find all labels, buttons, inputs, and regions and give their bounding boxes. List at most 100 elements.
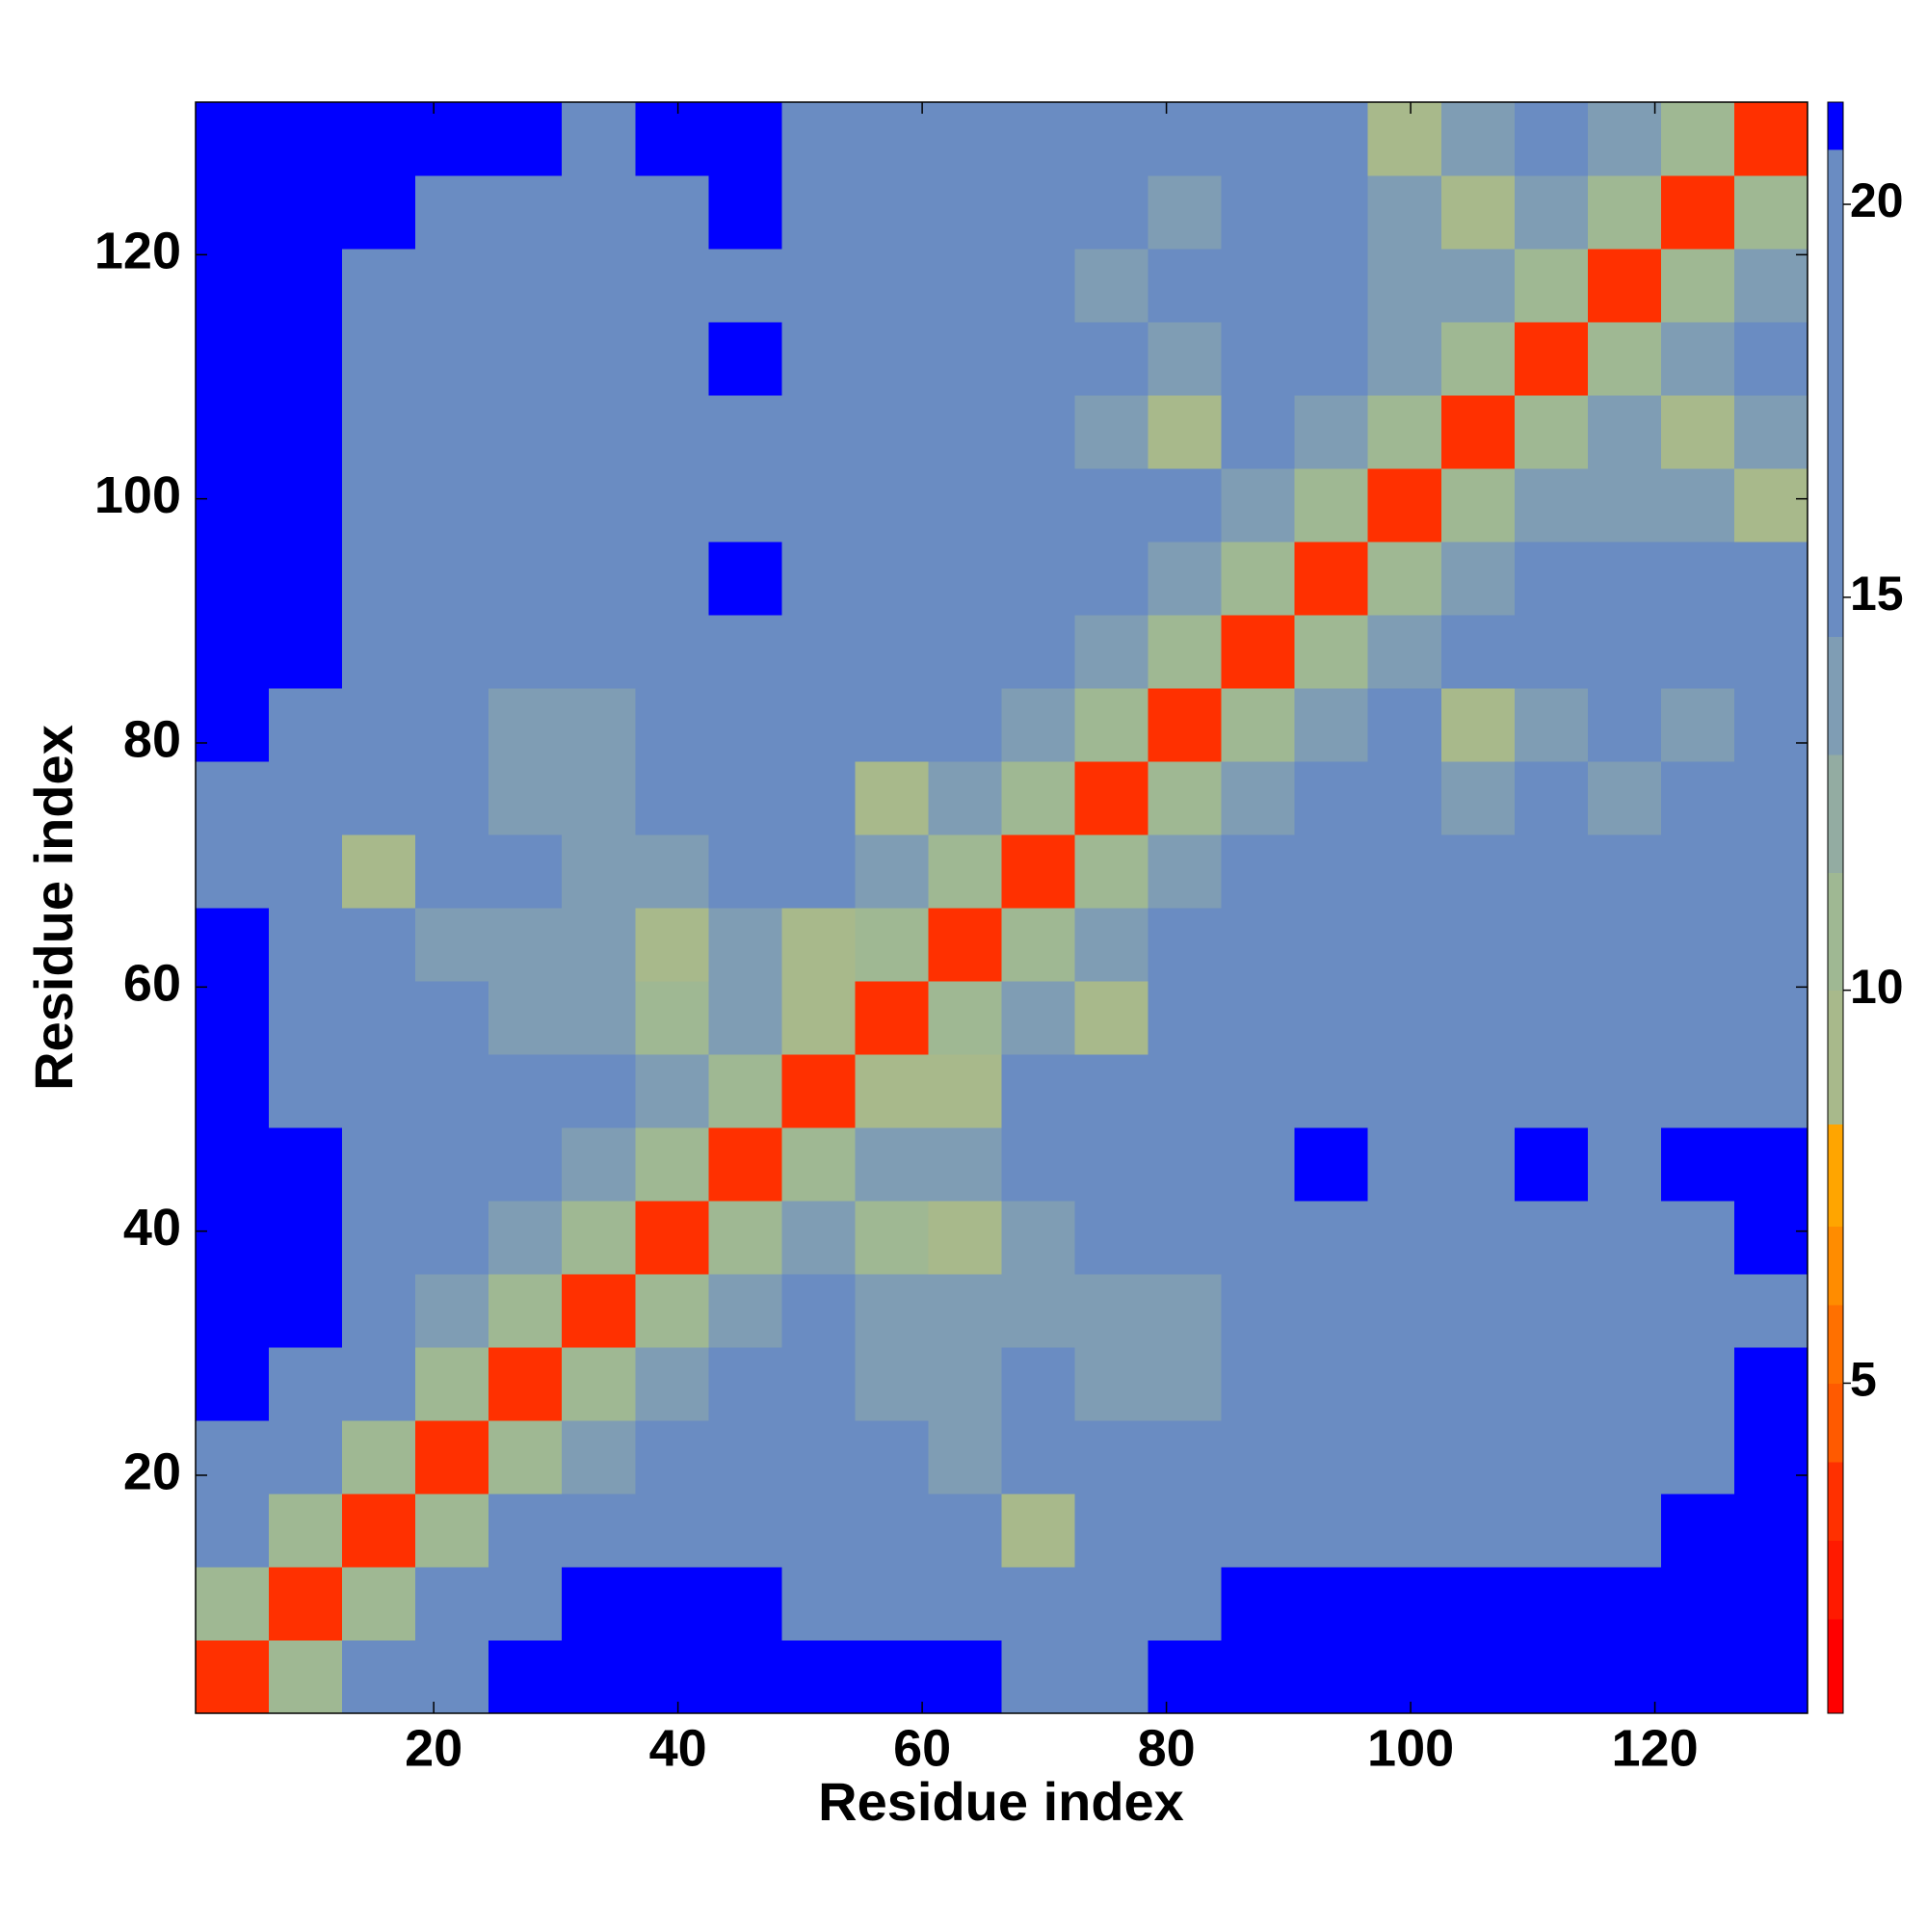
- heatmap-cell: [269, 175, 343, 250]
- heatmap-cell: [562, 322, 636, 396]
- heatmap-cell: [855, 1201, 929, 1275]
- heatmap-cell: [1367, 102, 1442, 176]
- heatmap-cell: [415, 1054, 489, 1128]
- heatmap-cell: [635, 249, 709, 323]
- heatmap-cell: [196, 1494, 270, 1568]
- heatmap-cell: [269, 761, 343, 835]
- heatmap-cell: [1294, 395, 1369, 469]
- heatmap-cell: [635, 615, 709, 689]
- heatmap-cell: [488, 468, 563, 543]
- heatmap-cell: [781, 1201, 856, 1275]
- heatmap-cell: [1587, 688, 1662, 762]
- heatmap-cell: [342, 1054, 416, 1128]
- heatmap-cell: [1514, 322, 1589, 396]
- heatmap-cell: [196, 322, 270, 396]
- heatmap-cell: [928, 1347, 1002, 1421]
- heatmap-cell: [1733, 1640, 1808, 1714]
- heatmap-cell: [1660, 468, 1735, 543]
- heatmap-cell: [1221, 175, 1296, 250]
- heatmap-cell: [1733, 322, 1808, 396]
- heatmap-cell: [488, 102, 563, 176]
- heatmap-cell: [781, 175, 856, 250]
- heatmap-cell: [1514, 1420, 1589, 1495]
- plot-frame: [195, 101, 1808, 1714]
- heatmap-cell: [1440, 249, 1516, 323]
- heatmap-cell: [635, 1127, 709, 1202]
- heatmap-cell: [1440, 615, 1516, 689]
- heatmap-cell: [708, 688, 782, 762]
- heatmap-cell: [1514, 1640, 1589, 1714]
- heatmap-cell: [781, 395, 856, 469]
- heatmap-cell: [1367, 761, 1442, 835]
- heatmap-cell: [1514, 834, 1589, 909]
- heatmap-cell: [1001, 175, 1076, 250]
- heatmap-cell: [1001, 981, 1076, 1055]
- heatmap-cell: [1001, 908, 1076, 982]
- heatmap-cell: [1074, 322, 1149, 396]
- heatmap-cell: [342, 542, 416, 616]
- heatmap-cell: [1587, 1274, 1662, 1348]
- heatmap-cell: [708, 834, 782, 909]
- heatmap-cell: [1221, 249, 1296, 323]
- heatmap-cell: [269, 395, 343, 469]
- heatmap-cell: [708, 761, 782, 835]
- heatmap-cell: [415, 834, 489, 909]
- heatmap-cell: [1148, 542, 1223, 616]
- heatmap-cell: [415, 1274, 489, 1348]
- heatmap-cell: [269, 542, 343, 616]
- heatmap-cell: [635, 468, 709, 543]
- heatmap-cell: [562, 1347, 636, 1421]
- heatmap-cell: [1514, 1347, 1589, 1421]
- heatmap-cell: [342, 1640, 416, 1714]
- heatmap-cell: [1440, 1494, 1516, 1568]
- heatmap-cell: [1221, 1640, 1296, 1714]
- heatmap-cell: [1514, 468, 1589, 543]
- heatmap-cell: [488, 1127, 563, 1202]
- heatmap-cell: [708, 1274, 782, 1348]
- heatmap-cell: [1001, 688, 1076, 762]
- heatmap-cell: [1294, 761, 1369, 835]
- heatmap-cell: [1074, 834, 1149, 909]
- heatmap-cell: [1074, 688, 1149, 762]
- heatmap-cell: [1221, 322, 1296, 396]
- heatmap-cell: [562, 1640, 636, 1714]
- heatmap-cell: [1733, 175, 1808, 250]
- heatmap-cell: [1440, 1201, 1516, 1275]
- heatmap-cell: [196, 542, 270, 616]
- heatmap-cell: [196, 1201, 270, 1275]
- heatmap-cell: [269, 1640, 343, 1714]
- heatmap-cell: [269, 1347, 343, 1421]
- heatmap-cell: [781, 542, 856, 616]
- heatmap-cell: [1733, 1054, 1808, 1128]
- heatmap-cell: [781, 615, 856, 689]
- heatmap-cell: [415, 542, 489, 616]
- heatmap-cell: [1440, 688, 1516, 762]
- heatmap-cell: [1074, 102, 1149, 176]
- heatmap-cell: [1367, 1054, 1442, 1128]
- heatmap-cell: [1148, 1640, 1223, 1714]
- heatmap-cell: [1221, 834, 1296, 909]
- heatmap-cell: [1148, 615, 1223, 689]
- heatmap-cell: [928, 908, 1002, 982]
- heatmap-cell: [1367, 1640, 1442, 1714]
- heatmap-cell: [1221, 1567, 1296, 1641]
- heatmap-cell: [342, 102, 416, 176]
- heatmap-cell: [1367, 322, 1442, 396]
- heatmap-cell: [1440, 1274, 1516, 1348]
- heatmap-cell: [1294, 1420, 1369, 1495]
- heatmap-cell: [1148, 908, 1223, 982]
- heatmap-cell: [708, 1201, 782, 1275]
- heatmap-cell: [708, 908, 782, 982]
- heatmap-cell: [635, 981, 709, 1055]
- heatmap-cell: [781, 322, 856, 396]
- heatmap-cell: [1514, 1274, 1589, 1348]
- colorbar-tick-label: 10: [1850, 960, 1904, 1014]
- heatmap-cell: [1367, 1494, 1442, 1568]
- heatmap-cell: [342, 1347, 416, 1421]
- heatmap-cell: [1367, 1127, 1442, 1202]
- heatmap-cell: [928, 834, 1002, 909]
- heatmap-cell: [1221, 1127, 1296, 1202]
- heatmap-cell: [1294, 908, 1369, 982]
- heatmap-cell: [1733, 834, 1808, 909]
- heatmap-cell: [415, 175, 489, 250]
